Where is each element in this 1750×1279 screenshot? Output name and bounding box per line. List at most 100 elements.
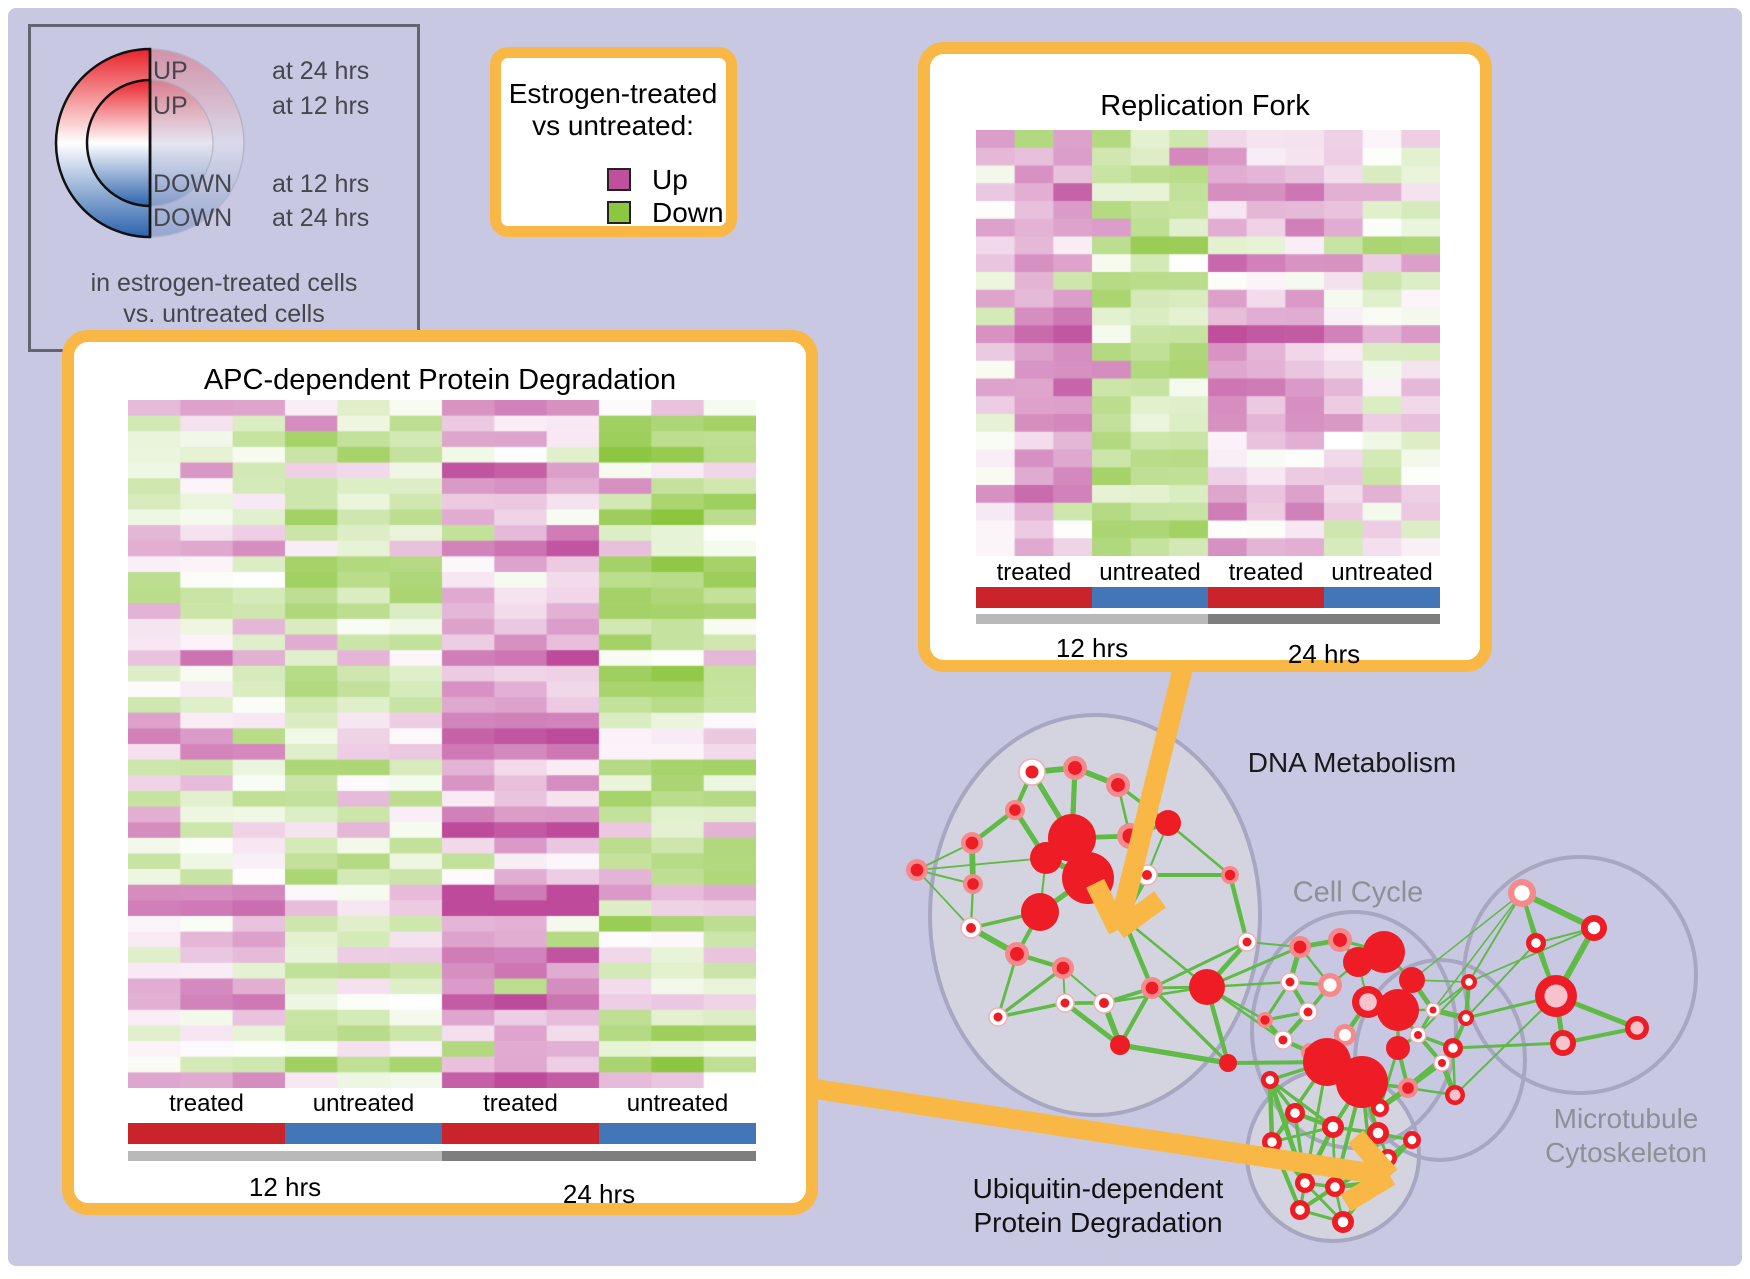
estrogen-label-down: Down [652,197,724,228]
heatmap-condition-bar-untreated [1324,587,1440,608]
network-node-wr-25-core [993,1012,1003,1022]
estrogen-swatch-up [607,168,631,191]
arrow-replication-fork-to-dna-head [1086,878,1127,935]
network-label-line: DNA Metabolism [1247,746,1457,778]
updown-ring-diagram [54,47,245,239]
network-label-line: Cytoskeleton [1545,1137,1707,1168]
replication-fork-title: Replication Fork [1100,90,1310,122]
updown-direction-1: UP [153,92,188,120]
network-node-wr-36-core [1303,1007,1313,1017]
network-edge [996,966,1065,1019]
network-node-s-24 [1110,1035,1130,1055]
network-edge [1267,1077,1275,1145]
network-node-pr-2-core [1111,778,1125,792]
network-edge [1454,995,1557,1096]
network-edge [1268,1078,1335,1129]
network-node-wr-45-core [1429,1006,1437,1014]
heatmap-time-bar-24hrs [442,1151,756,1161]
network-node-s-33 [1377,989,1419,1031]
network-node-wr-0-core [1025,765,1039,779]
network-edge [916,857,1047,871]
network-node-wr-43-core [1414,1031,1422,1039]
network-node-rw-60-core [1327,1121,1339,1133]
network-node-s-42 [1386,1036,1410,1060]
network-label-microtubule-cytoskeleton: Microtubule Cytoskeleton [1545,1102,1707,1170]
network-node-rw-61-core [1372,1127,1384,1139]
heatmap-time-bar-24hrs [1208,614,1440,624]
replication-fork-heatmap [976,130,1440,556]
network-node-wr-14-core [1099,998,1109,1008]
network-node-pw-31-core [1323,978,1337,992]
network-node-pr-22-core [1224,869,1236,881]
network-node-pr-6-core [967,878,979,890]
network-node-rw-66-core [1295,1205,1305,1215]
network-node-pr-47-core [1402,1082,1414,1094]
network-label-line: Protein Degradation [973,1207,1223,1238]
network-node-wr-11-core [966,923,976,933]
network-node-wr-13-core [1060,998,1070,1008]
network-node-rw-62-core [1267,1137,1277,1147]
heatmap-group-label-treated-0: treated [169,1090,244,1117]
network-node-s-30 [1363,931,1405,973]
heatmap-time-label-12hrs: 12 hrs [248,1172,322,1202]
network-node-pr-27-core [1293,940,1307,954]
network-node-pr-28-core [1333,933,1347,947]
heatmap-time-bar-12hrs [976,614,1208,624]
updown-direction-0: UP [153,57,188,85]
network-node-s-10 [1021,893,1059,931]
network-node-wr-17-core [1142,870,1152,880]
network-label-line: Ubiquitin-dependent [972,1172,1224,1204]
network-node-pr-44-core [1260,1015,1270,1025]
ring-inner-left-gradient [85,78,152,208]
network-node-wr-35-core [1285,977,1295,987]
network-label-line: Microtubule [1553,1102,1699,1134]
network-label-ubiquitin-protein-degradation: Ubiquitin-dependent Protein Degradation [973,1172,1224,1240]
network-node-pr-15-core [1145,981,1159,995]
network-node-pw-39-core [1338,1028,1352,1042]
updown-time-2: at 12 hrs [272,170,370,198]
network-node-rw-64-core [1330,1182,1340,1192]
heatmap-condition-bar-treated [442,1123,599,1144]
network-node-rw-55-core [1531,938,1541,948]
heatmap-condition-bar-treated [128,1123,285,1144]
network-edge [916,869,972,929]
network-node-rp-58-core [1630,1021,1644,1035]
network-node-pr-26-core [1056,961,1070,975]
heatmap-group-label-treated-2: treated [1228,559,1304,586]
heatmap-group-label-untreated-3: untreated [1331,559,1433,586]
network-node-wr-49-core [1438,1059,1446,1067]
apc-panel-title: APC-dependent Protein Degradation [203,364,677,396]
heatmap-condition-bar-untreated [599,1123,756,1144]
heatmap-group-label-untreated-3: untreated [626,1090,729,1117]
network-edge [1150,986,1230,1065]
updown-time-0: at 24 hrs [272,57,370,85]
heatmap-group-label-untreated-1: untreated [1099,559,1201,586]
network-edge [1062,1000,1123,1048]
heatmap-group-label-untreated-1: untreated [312,1090,415,1117]
updown-time-3: at 24 hrs [272,204,370,232]
heatmap-group-label-treated-0: treated [996,559,1072,586]
network-node-s-7 [1048,814,1096,862]
network-node-s-34 [1399,967,1425,993]
network-node-s-41 [1336,1056,1388,1108]
estrogen-legend-title-line1: Estrogen-treated [508,78,718,109]
network-node-rw-59-core [1290,1108,1300,1118]
heatmap-group-label-treated-2: treated [483,1090,558,1117]
arrow-replication-fork-to-dna-shaft [1108,649,1197,933]
heatmap-condition-bar-untreated [1092,587,1208,608]
network-edge [1411,892,1523,981]
updown-caption-line2: vs. untreated cells [123,300,325,328]
network-node-pw-53-core [1514,885,1530,901]
network-node-rw-69-core [1265,1075,1275,1085]
heatmap-time-bar-12hrs [128,1151,442,1161]
network-node-rw-54-core [1587,921,1601,935]
estrogen-legend-title-line2: vs untreated: [532,110,694,141]
network-node-wr-37-core [1278,1035,1288,1045]
network-node-rp-32-core [1359,993,1377,1011]
network-edge [1468,892,1523,983]
microtubule-cluster [1462,855,1698,1095]
network-node-rw-51-core [1462,1014,1470,1022]
network-node-pr-1-core [1068,761,1082,775]
updown-direction-3: DOWN [153,204,233,232]
